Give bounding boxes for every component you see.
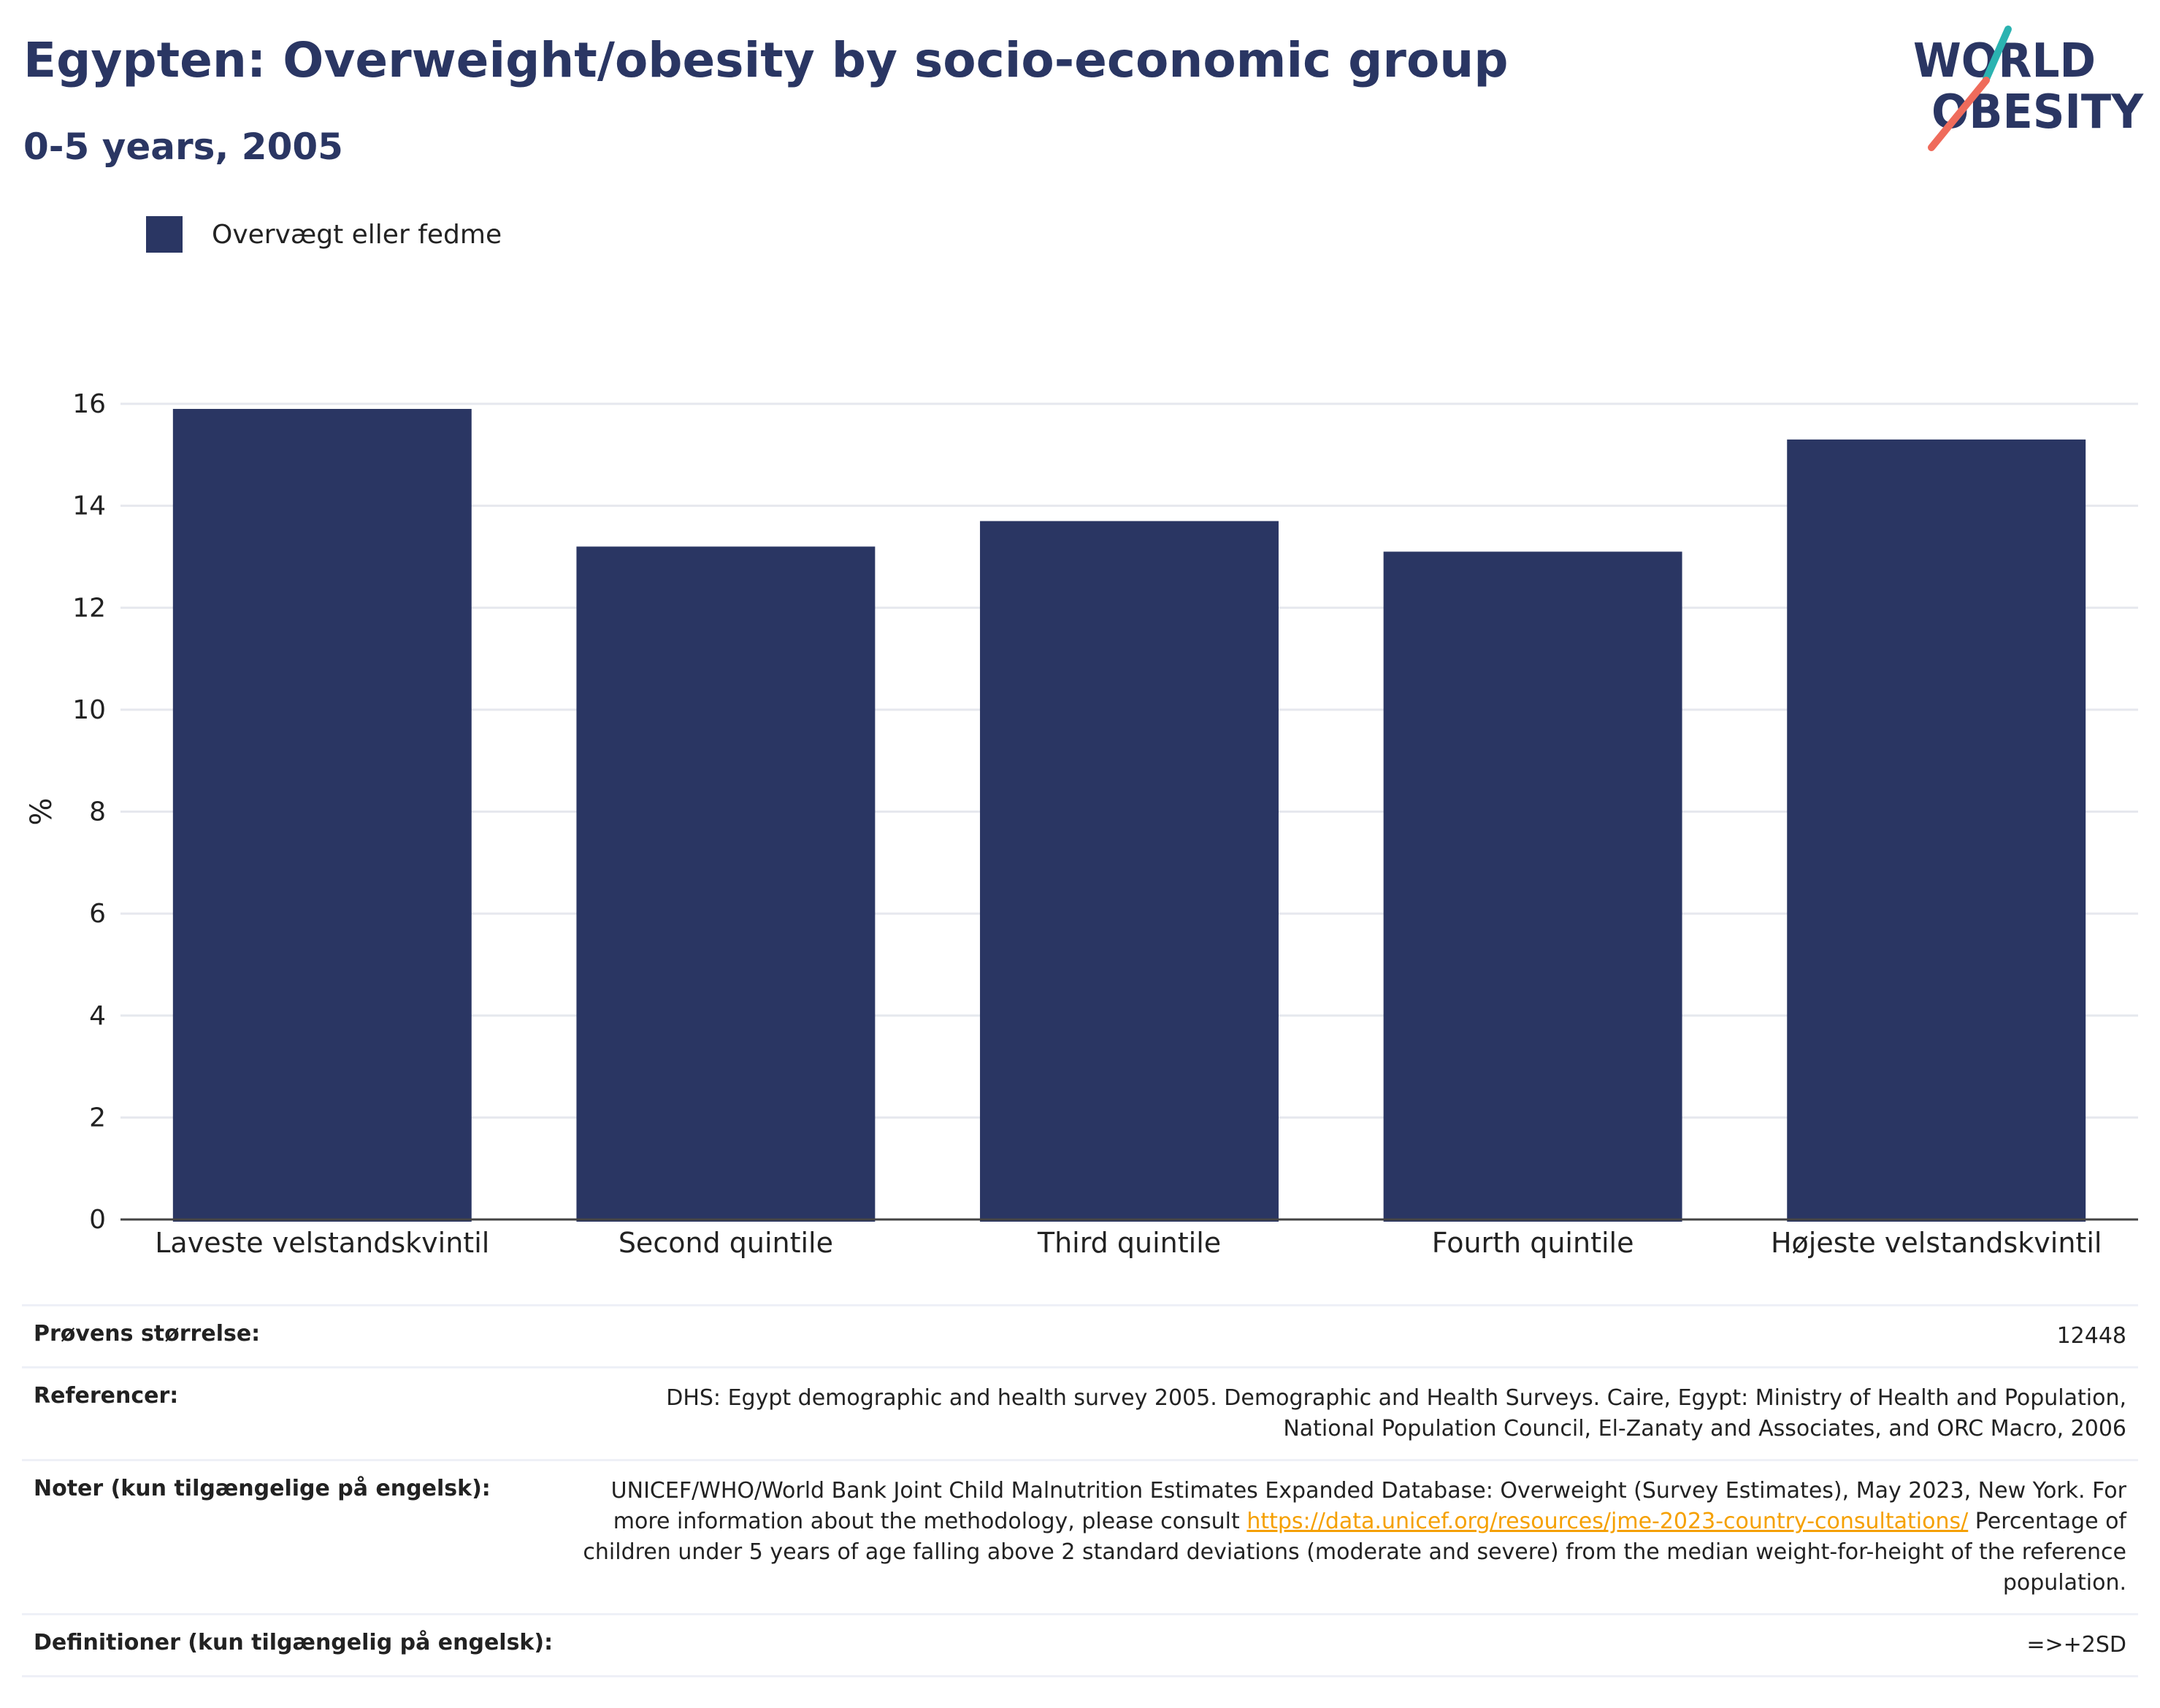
info-key: Prøvens størrelse: <box>34 1321 261 1347</box>
info-value: UNICEF/WHO/World Bank Joint Child Malnut… <box>564 1460 2138 1615</box>
x-tick-label: Third quintile <box>1037 1227 1221 1259</box>
notes-text-before: UNICEF/WHO/World Bank Joint Child Malnut… <box>610 1478 2126 1534</box>
y-tick-label: 4 <box>89 1001 106 1031</box>
x-tick-label: Højeste velstandskvintil <box>1771 1227 2102 1259</box>
info-key: Definitioner (kun tilgængelig på engelsk… <box>34 1630 554 1655</box>
info-value: 12448 <box>2056 1323 2126 1349</box>
axis-layer: 0 2 4 6 8 10 12 14 16% Laveste velstandskvintil Se… <box>25 389 2138 1259</box>
y-tick-label: 6 <box>89 899 106 929</box>
notes-text-after: Percentage of children under 5 years of … <box>583 1509 2126 1596</box>
y-tick-label: 16 <box>72 389 106 419</box>
bar <box>980 521 1279 1222</box>
logo-slash-bottom <box>1928 77 1990 151</box>
info-row-sample-size: Prøvens størrelse: 12448 <box>22 1305 2138 1368</box>
bar <box>576 546 876 1222</box>
info-value: =>+2SD <box>2026 1632 2126 1658</box>
legend-swatch <box>146 216 183 253</box>
y-tick-label: 10 <box>72 695 106 725</box>
bars-layer <box>172 408 2086 1222</box>
info-value: DHS: Egypt demographic and health survey… <box>666 1385 2126 1441</box>
info-key: Referencer: <box>34 1383 179 1409</box>
legend-label: Overvægt eller fedme <box>212 219 502 250</box>
logo-line2: OBESITY <box>1931 85 2144 139</box>
bar <box>1383 551 1682 1222</box>
info-key: Noter (kun tilgængelige på engelsk): <box>34 1476 491 1501</box>
chart-title: Egypten: Overweight/obesity by socio-eco… <box>23 32 1509 88</box>
y-tick-label: 8 <box>89 797 106 827</box>
y-tick-label: 12 <box>72 593 106 623</box>
chart-legend: Overvægt eller fedme <box>146 216 502 253</box>
y-tick-label: 0 <box>89 1205 106 1235</box>
info-row-notes: Noter (kun tilgængelige på engelsk): UNI… <box>22 1460 2138 1615</box>
notes-link[interactable]: https://data.unicef.org/resources/jme-20… <box>1246 1509 1969 1534</box>
y-tick-label: 14 <box>72 491 106 521</box>
chart-subtitle: 0-5 years, 2005 <box>23 126 343 168</box>
world-obesity-logo: WORLD OBESITY <box>1913 26 2144 151</box>
info-table: Prøvens størrelse: 12448 Referencer: DHS… <box>22 1304 2138 1677</box>
y-tick-label: 2 <box>89 1103 106 1133</box>
y-axis-title: % <box>25 797 58 825</box>
bar-chart: 0 2 4 6 8 10 12 14 16% Laveste velstandskvintil Se… <box>25 389 2138 1259</box>
x-tick-label: Second quintile <box>618 1227 833 1259</box>
x-tick-label: Fourth quintile <box>1432 1227 1634 1259</box>
bar <box>1787 439 2086 1222</box>
info-row-definitions: Definitioner (kun tilgængelig på engelsk… <box>22 1614 2138 1677</box>
x-tick-label: Laveste velstandskvintil <box>155 1227 489 1259</box>
logo-slash-top <box>1983 26 2012 83</box>
info-row-references: Referencer: DHS: Egypt demographic and h… <box>22 1367 2138 1460</box>
bar <box>172 408 472 1222</box>
